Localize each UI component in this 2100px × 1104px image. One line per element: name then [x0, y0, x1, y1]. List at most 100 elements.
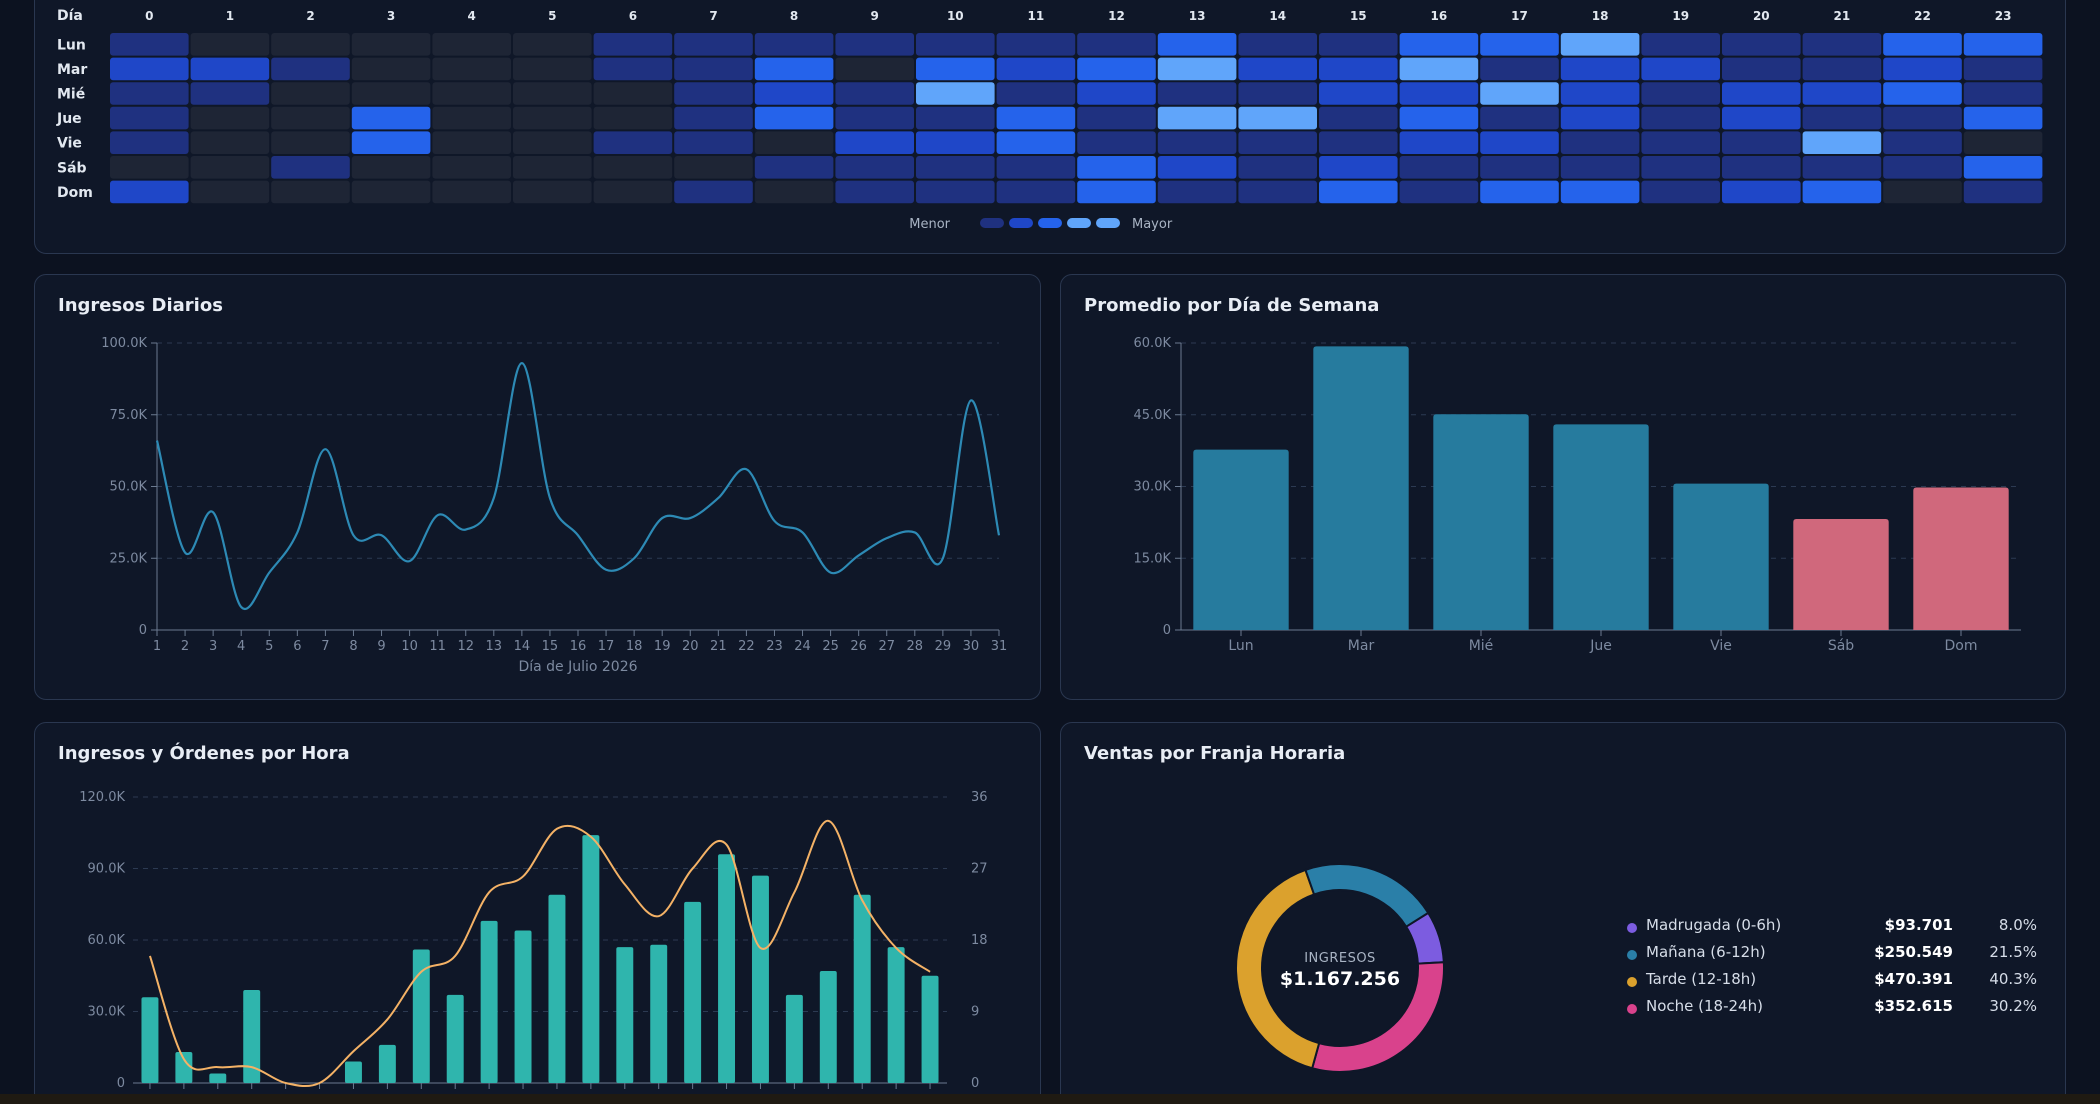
- legend-percent: 40.3%: [1989, 970, 2037, 988]
- hourly-left-tick-label: 120.0K: [79, 790, 125, 805]
- daily-x-tick-label: 25: [822, 639, 839, 654]
- heatmap-hour-label: 4: [468, 9, 476, 23]
- heatmap-cell: [271, 180, 350, 204]
- heatmap-cell: [1077, 131, 1156, 154]
- heatmap-cell: [513, 57, 592, 81]
- heatmap-cell: [110, 57, 189, 81]
- heatmap-cell: [996, 106, 1076, 130]
- weekday-y-tick-label: 15.0K: [1134, 551, 1172, 566]
- heatmap-cell: [1319, 106, 1398, 130]
- heatmap-cell: [1802, 106, 1882, 130]
- heatmap-cell: [1883, 57, 1962, 81]
- heatmap-cell: [271, 106, 350, 130]
- heatmap-hour-label: 3: [387, 9, 395, 23]
- weekday-average-title: Promedio por Día de Semana: [1084, 295, 1380, 316]
- weekday-bar: [1193, 449, 1289, 630]
- hourly-revenue-orders-panel: Ingresos y Órdenes por Hora 0 30.0K 60.0K 9…: [34, 722, 1041, 1094]
- heatmap-cell: [1963, 156, 2043, 179]
- heatmap-cell: [1077, 57, 1156, 81]
- hourly-left-tick-label: 0: [117, 1076, 125, 1091]
- heatmap-cell: [110, 131, 189, 154]
- heatmap-cell: [513, 180, 592, 204]
- daily-x-tick-label: 19: [654, 639, 671, 654]
- weekday-x-tick-label: Mar: [1348, 638, 1375, 654]
- heatmap-cell: [1883, 106, 1962, 130]
- heatmap-cell: [271, 131, 350, 154]
- heatmap-cell: [1963, 33, 2043, 56]
- weekday-x-tick-label: Sáb: [1828, 638, 1854, 654]
- heatmap-cell: [754, 33, 834, 56]
- hourly-left-tick-label: 90.0K: [88, 862, 126, 877]
- heatmap-cell: [1238, 106, 1317, 130]
- heatmap-cell: [674, 156, 753, 179]
- heatmap-cell: [1399, 131, 1479, 154]
- heatmap-cell: [432, 180, 511, 204]
- heatmap-cell: [1560, 57, 1640, 81]
- heatmap-cell: [1641, 82, 1720, 105]
- heatmap-cell: [271, 57, 350, 81]
- heatmap-cell: [351, 180, 431, 204]
- legend-swatch: [1627, 923, 1637, 933]
- heatmap-cell: [351, 33, 431, 56]
- hour-day-heatmap: Día 0 1 2 3 4 5 6 7 8 9 10 11 12 13 14 15 16 17 18 19 20 21 22 2…: [56, 8, 2043, 232]
- heatmap-cell: [271, 156, 350, 179]
- heatmap-cell: [1802, 180, 1882, 204]
- heatmap-cell: [1802, 131, 1882, 154]
- weekday-y-tick-label: 0: [1163, 623, 1171, 638]
- heatmap-cell: [1319, 57, 1398, 81]
- heatmap-legend-swatch: [1009, 218, 1033, 228]
- daily-x-tick-label: 11: [429, 639, 446, 654]
- heatmap-cell: [432, 106, 511, 130]
- heatmap-hour-label: 13: [1189, 9, 1206, 23]
- heatmap-cell: [351, 57, 431, 81]
- heatmap-hour-label: 16: [1431, 9, 1448, 23]
- heatmap-cell: [351, 82, 431, 105]
- heatmap-cell: [1157, 156, 1237, 179]
- heatmap-cell: [190, 106, 270, 130]
- heatmap-cell: [1238, 33, 1317, 56]
- heatmap-hour-label: 10: [947, 9, 964, 23]
- heatmap-cell: [674, 33, 753, 56]
- heatmap-cell: [432, 156, 511, 179]
- heatmap-cell: [1480, 156, 1559, 179]
- daily-x-tick-label: 24: [794, 639, 811, 654]
- heatmap-cell: [1077, 156, 1156, 179]
- heatmap-cell: [1641, 33, 1720, 56]
- daily-x-tick-label: 17: [598, 639, 615, 654]
- heatmap-hour-label: 8: [790, 9, 798, 23]
- heatmap-hour-label: 23: [1995, 9, 2012, 23]
- heatmap-cell: [1238, 131, 1317, 154]
- heatmap-cell: [1157, 33, 1237, 56]
- heatmap-cell: [432, 33, 511, 56]
- heatmap-cell: [1883, 33, 1962, 56]
- legend-item-manana: Mañana (6-12h) $250.549 21.5%: [1627, 943, 2037, 970]
- daily-x-tick-label: 29: [935, 639, 952, 654]
- heatmap-cell: [754, 82, 834, 105]
- daily-revenue-title: Ingresos Diarios: [58, 295, 223, 316]
- heatmap-hour-label: 19: [1672, 9, 1689, 23]
- heatmap-cell: [996, 131, 1076, 154]
- heatmap-day-label: Sáb: [57, 160, 87, 176]
- heatmap-cell: [1641, 106, 1720, 130]
- daily-x-tick-label: 10: [401, 639, 418, 654]
- hourly-revenue-bar: [209, 1073, 227, 1083]
- weekday-bar: [1313, 346, 1409, 630]
- heatmap-cell: [1722, 57, 1801, 81]
- hourly-revenue-bar: [480, 920, 498, 1083]
- heatmap-cell: [432, 82, 511, 105]
- heatmap-cell: [1722, 180, 1801, 204]
- heatmap-cell: [110, 82, 189, 105]
- heatmap-cell: [513, 33, 592, 56]
- heatmap-cell: [190, 33, 270, 56]
- heatmap-cell: [1963, 82, 2043, 105]
- heatmap-day-label: Mié: [57, 87, 85, 103]
- heatmap-cell: [110, 106, 189, 130]
- heatmap-cell: [1641, 131, 1720, 154]
- heatmap-cell: [1641, 57, 1720, 81]
- heatmap-cell: [1319, 156, 1398, 179]
- heatmap-hour-label: 9: [871, 9, 879, 23]
- heatmap-cell: [1722, 156, 1801, 179]
- daily-x-tick-label: 7: [321, 639, 329, 654]
- heatmap-cell: [351, 131, 431, 154]
- daily-x-tick-label: 8: [349, 639, 357, 654]
